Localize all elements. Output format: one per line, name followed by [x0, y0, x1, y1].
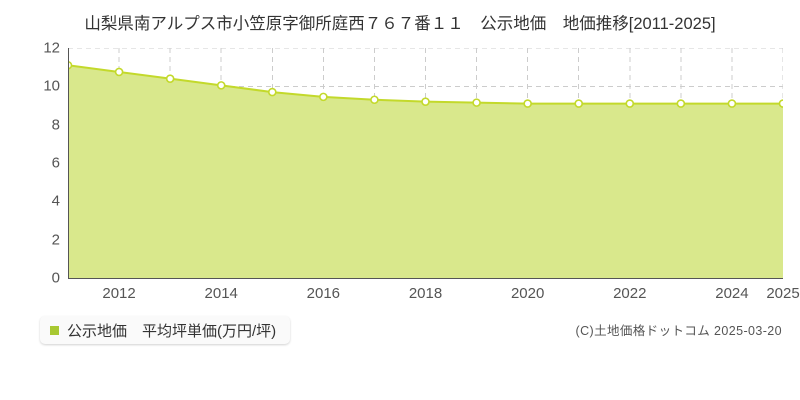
y-axis-tick-label: 10 — [43, 77, 60, 95]
x-axis-tick-label: 2025 — [766, 285, 800, 302]
chart-canvas — [68, 48, 783, 279]
x-axis-tick-label: 2018 — [408, 285, 443, 302]
legend-swatch-icon — [50, 325, 59, 335]
x-axis-tick-label: 2012 — [102, 285, 136, 302]
y-axis-tick-label: 2 — [51, 231, 60, 249]
page-title: 山梨県南アルプス市小笠原字御所庭西７６７番１１ 公示地価 地価推移[2011-2… — [84, 15, 716, 33]
x-axis-tick-label: 2016 — [306, 285, 341, 302]
y-axis-tick-label: 6 — [51, 154, 60, 172]
y-axis-tick-label: 12 — [43, 39, 60, 57]
copyright-credit: (C)土地価格ドットコム 2025-03-20 — [575, 324, 782, 338]
plot-area — [68, 48, 783, 279]
y-axis-tick-label: 0 — [51, 269, 60, 287]
y-axis-tick-label: 8 — [51, 116, 60, 134]
legend-label: 公示地価 平均坪単価(万円/坪) — [67, 322, 277, 340]
x-axis-tick-label: 2014 — [204, 285, 238, 302]
chart-legend[interactable]: 公示地価 平均坪単価(万円/坪) — [40, 316, 291, 344]
x-axis-tick-label: 2020 — [510, 285, 545, 302]
x-axis-tick-label: 2022 — [613, 285, 647, 302]
y-axis-tick-label: 4 — [51, 192, 60, 210]
x-axis-tick-label: 2024 — [715, 285, 749, 302]
